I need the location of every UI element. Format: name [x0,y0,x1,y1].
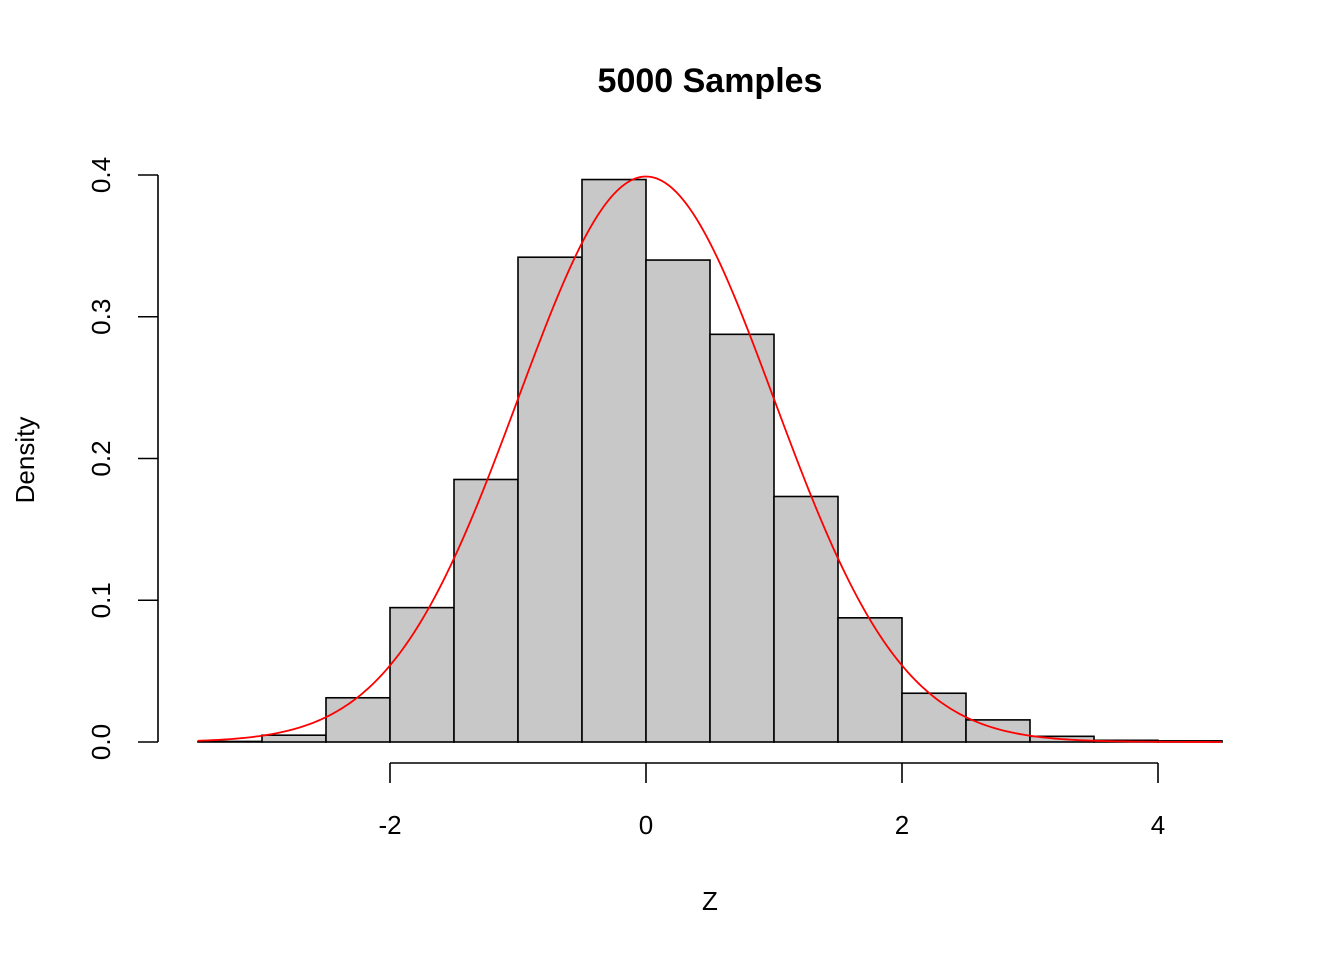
x-axis-label: Z [702,886,718,916]
histogram-bar [965,719,1031,743]
x-tick-label: 4 [1151,810,1165,840]
histogram-bar [453,478,519,743]
x-axis: -2 0 2 4 [378,762,1165,840]
histogram-bar [197,740,263,743]
histogram-bars [197,178,1223,743]
y-axis: 0.0 0.1 0.2 0.3 0.4 [86,157,159,760]
x-tick-label: 0 [639,810,653,840]
histogram-bar [709,333,775,743]
histogram-bar [901,692,967,743]
normal-density-curve [197,175,1223,743]
y-tick-label: 0.0 [86,724,116,760]
chart-title: 5000 Samples [598,62,823,100]
histogram-bar [837,617,903,743]
x-tick-label: 2 [895,810,909,840]
y-tick-label: 0.3 [86,299,116,335]
histogram-bar [389,606,455,743]
y-axis-label: Density [10,417,40,504]
x-tick-label: -2 [378,810,401,840]
y-tick-label: 0.4 [86,157,116,193]
y-tick-label: 0.2 [86,440,116,476]
y-tick-label: 0.1 [86,582,116,618]
histogram-bar [645,259,711,743]
histogram-bar [325,696,391,743]
histogram-bar [517,256,583,743]
histogram-bar [261,734,327,743]
histogram-bar [773,495,839,743]
histogram-bar [581,178,647,743]
